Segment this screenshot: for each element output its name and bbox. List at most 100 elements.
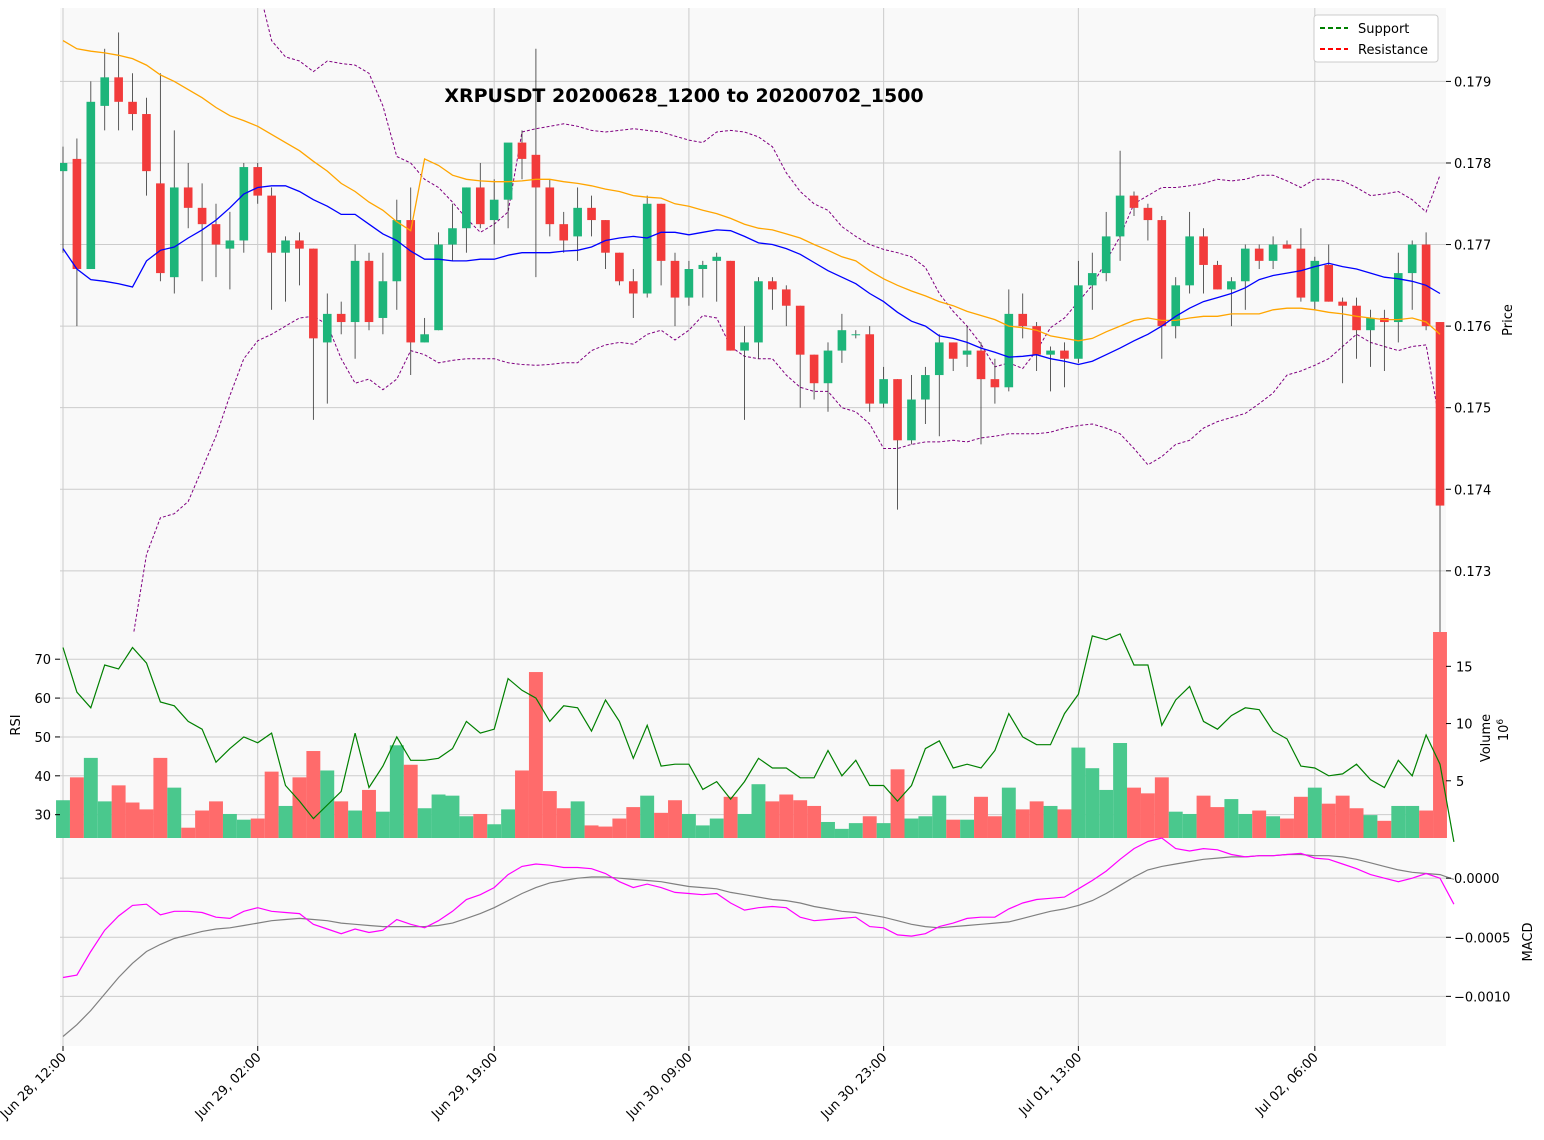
x-tick-label: Jun 30, 23:00 — [818, 1050, 891, 1123]
candle-body — [879, 379, 888, 404]
volume-bar — [1057, 809, 1072, 838]
candle-body — [253, 167, 263, 196]
candle-body — [1310, 260, 1320, 302]
volume-bar — [1168, 811, 1183, 838]
volume-bar — [362, 789, 376, 838]
candle-body — [1115, 195, 1125, 237]
macd-panel: 0.0000 −0.0005 −0.0010 MACD — [60, 837, 1536, 1046]
volume-bar — [445, 795, 460, 838]
macd-axis-ticks: 0.0000 −0.0005 −0.0010 — [1446, 872, 1510, 1005]
candle-body — [962, 350, 972, 355]
candle-body — [295, 240, 304, 249]
candle-body — [434, 244, 443, 331]
volume-bar — [862, 816, 877, 838]
rsi-path — [62, 633, 1455, 843]
price-tick-label: 0.177 — [1454, 239, 1491, 254]
candle-body — [948, 342, 958, 359]
volume-bar — [1099, 789, 1114, 838]
volume-bar — [681, 813, 696, 838]
candle-body — [378, 281, 388, 318]
candle-body — [1185, 236, 1194, 286]
volume-bar — [250, 818, 265, 838]
candle-body — [698, 264, 708, 270]
candle-body — [1366, 317, 1375, 331]
candle-body — [1046, 350, 1055, 355]
volume-bar — [1127, 787, 1141, 838]
volume-bar — [654, 812, 669, 838]
rsi-tick-label: 30 — [34, 809, 51, 824]
volume-bar — [473, 813, 488, 838]
candle-body — [183, 187, 193, 208]
volume-bar — [459, 816, 474, 838]
macd-lines — [62, 837, 1455, 1037]
volume-bar — [167, 787, 182, 838]
candle-body — [503, 142, 513, 200]
signal-path — [62, 853, 1455, 1037]
volume-bar — [1043, 805, 1058, 838]
legend: Support Resistance — [1313, 14, 1439, 63]
volume-bar — [904, 818, 919, 838]
rsi-axis-label: RSI — [9, 714, 24, 735]
rsi-tick-label: 40 — [34, 770, 51, 785]
volume-bar — [1335, 795, 1350, 838]
volume-bar — [876, 823, 891, 838]
legend-box — [1313, 14, 1439, 63]
volume-bar — [278, 805, 293, 838]
candle-body — [1074, 285, 1083, 359]
x-tick-label: Jul 01, 13:00 — [1016, 1050, 1085, 1119]
candle-body — [1435, 322, 1445, 506]
volume-bar — [1280, 818, 1294, 838]
price-tick-label: 0.179 — [1454, 75, 1491, 90]
volume-bar — [1029, 801, 1044, 838]
candle-body — [475, 187, 485, 225]
candle-body — [100, 77, 110, 106]
chart-title: XRPUSDT 20200628_1200 to 20200702_1500 — [444, 85, 923, 107]
candle-body — [448, 228, 457, 245]
candle-body — [587, 207, 596, 221]
volume-bar — [723, 796, 738, 838]
candle-body — [809, 354, 819, 384]
volume-bar — [668, 800, 682, 838]
candle-body — [225, 240, 235, 249]
volume-bar — [153, 757, 168, 838]
macd-axis-label: MACD — [1521, 923, 1536, 962]
candle-body — [1199, 236, 1208, 265]
volume-bar — [807, 805, 822, 838]
x-tick-label: Jun 29, 19:00 — [428, 1050, 501, 1123]
volume-bar — [987, 816, 1002, 838]
candle-body — [781, 289, 791, 306]
candle-body — [489, 199, 499, 221]
candle-body — [1268, 244, 1278, 261]
price-tick-label: 0.174 — [1454, 483, 1491, 498]
volume-bar — [264, 771, 279, 838]
candle-body — [267, 195, 276, 253]
candle-body — [197, 207, 207, 225]
legend-resistance-label: Resistance — [1358, 43, 1428, 58]
volume-bar — [848, 823, 863, 838]
volume-bar — [222, 813, 237, 838]
volume-bar — [139, 809, 154, 838]
macd-tick-label: 0.0000 — [1454, 872, 1500, 887]
volume-bar — [334, 801, 349, 838]
macd-tick-label: −0.0005 — [1454, 931, 1510, 946]
candle-body — [60, 162, 68, 172]
candle-body — [239, 167, 249, 241]
candle-body — [1227, 281, 1236, 290]
volume-bar — [403, 764, 418, 838]
price-tick-label: 0.176 — [1454, 320, 1491, 335]
price-tick-label: 0.173 — [1454, 565, 1491, 580]
volume-bar — [918, 816, 933, 838]
rsi-tick-label: 70 — [34, 653, 51, 668]
candle-body — [768, 281, 777, 290]
x-axis-ticks: Jun 28, 12:00 Jun 29, 02:00 Jun 29, 19:00 J… — [0, 1046, 1322, 1123]
volume-bar — [779, 794, 794, 838]
candle-body — [1101, 236, 1111, 274]
candle-body — [1296, 248, 1306, 298]
bollinger-bands — [133, 8, 1441, 632]
volume-bar — [515, 770, 529, 838]
candle-body — [559, 224, 569, 241]
volume-bar — [1210, 807, 1225, 838]
x-tick-label: Jun 29, 02:00 — [192, 1050, 265, 1123]
volume-bar — [69, 777, 84, 838]
volume-bar — [97, 801, 112, 838]
